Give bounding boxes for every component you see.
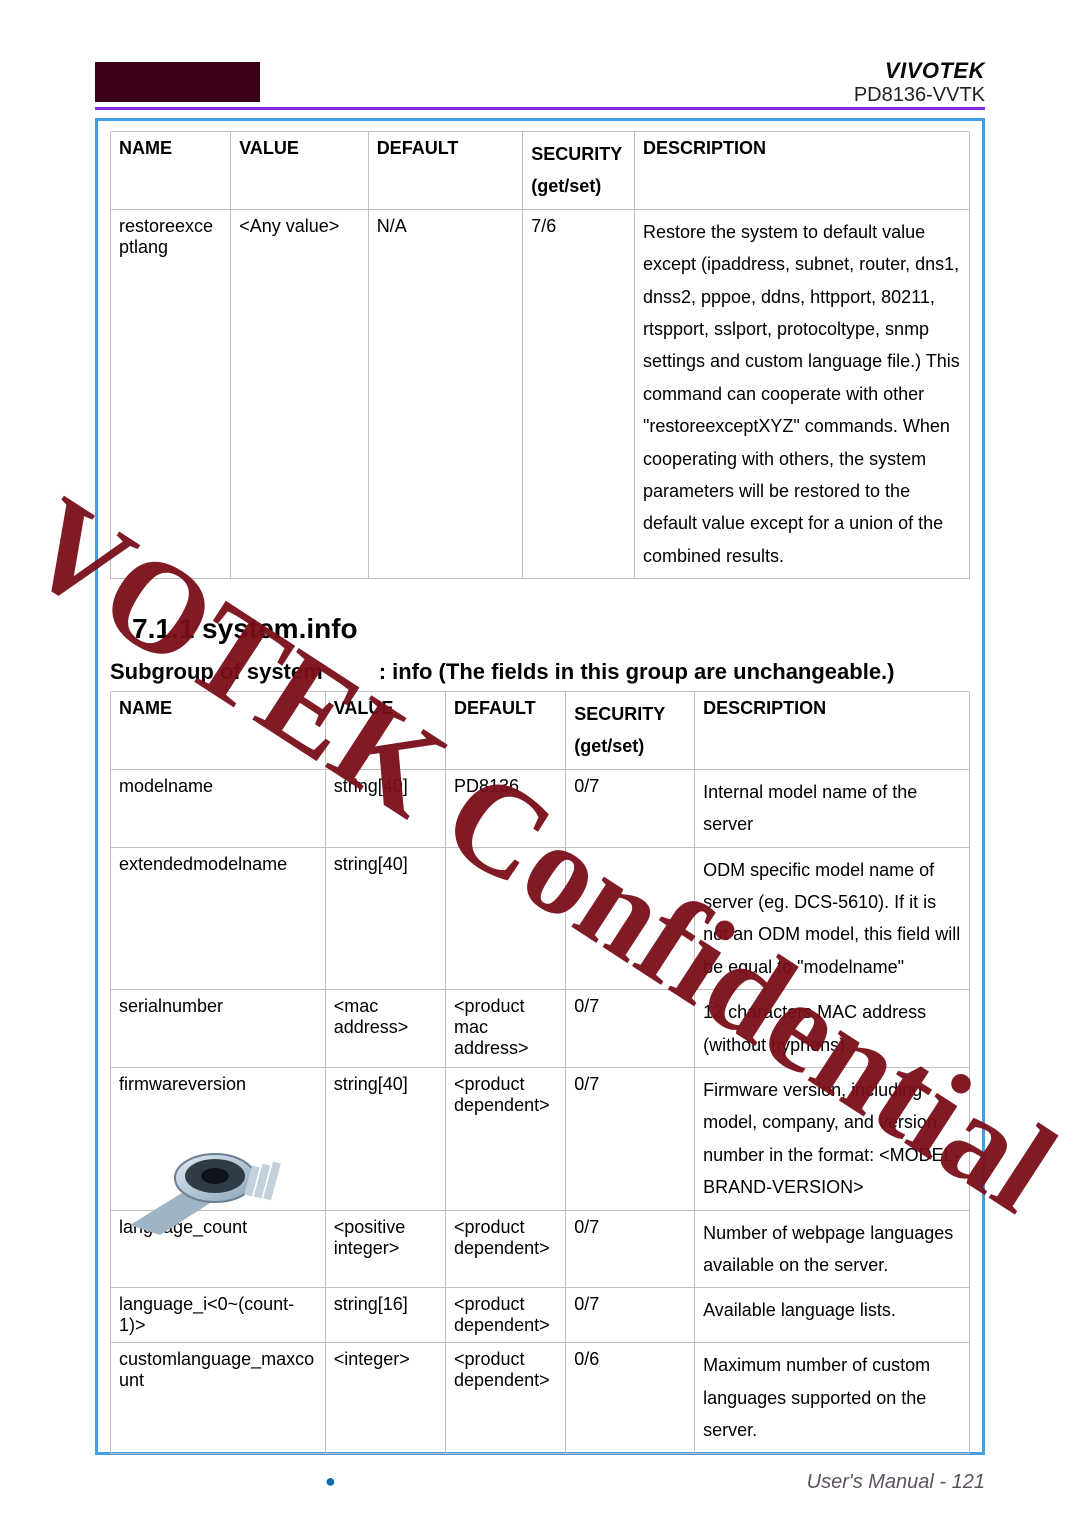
table-row: customlanguage_maxcount<integer><product… xyxy=(111,1343,970,1453)
table-cell: customlanguage_maxcount xyxy=(111,1343,326,1453)
table-cell: Internal model name of the server xyxy=(695,769,970,847)
table-cell: string[16] xyxy=(325,1288,445,1343)
table-restoreexcept: NAMEVALUEDEFAULTSECURITY (get/set)DESCRI… xyxy=(110,131,970,579)
brand-label: VIVOTEK xyxy=(885,58,985,84)
header-accent-block xyxy=(95,62,260,102)
table-cell: string[40] xyxy=(325,1067,445,1210)
table-cell: N/A xyxy=(368,209,523,578)
table-system-info: NAMEVALUEDEFAULTSECURITY (get/set)DESCRI… xyxy=(110,691,970,1453)
table-cell: string[40] xyxy=(325,769,445,847)
column-header: DEFAULT xyxy=(446,692,566,770)
table-cell: modelname xyxy=(111,769,326,847)
page-footer: ● User's Manual - 121 xyxy=(95,1471,985,1497)
column-header: DESCRIPTION xyxy=(634,132,969,210)
table-cell: <product mac address> xyxy=(446,990,566,1068)
table-cell: <product dependent> xyxy=(446,1067,566,1210)
table-cell: 0/7 xyxy=(566,1210,695,1288)
table-cell: 0/7 xyxy=(566,769,695,847)
footer-right: User's Manual - 121 xyxy=(807,1471,985,1497)
table-cell: <integer> xyxy=(325,1343,445,1453)
table-row: language_count<positive integer><product… xyxy=(111,1210,970,1288)
table-cell: 0/7 xyxy=(566,1067,695,1210)
page-frame: NAMEVALUEDEFAULTSECURITY (get/set)DESCRI… xyxy=(95,118,985,1455)
table-cell xyxy=(446,847,566,990)
table-row: modelnamestring[40]PD81360/7Internal mod… xyxy=(111,769,970,847)
table-cell: language_i<0~(count-1)> xyxy=(111,1288,326,1343)
table-cell xyxy=(566,847,695,990)
table-cell: language_count xyxy=(111,1210,326,1288)
table-cell: extendedmodelname xyxy=(111,847,326,990)
table-cell: string[40] xyxy=(325,847,445,990)
table-cell: 7/6 xyxy=(523,209,635,578)
table-cell: <product dependent> xyxy=(446,1288,566,1343)
column-header: SECURITY (get/set) xyxy=(523,132,635,210)
table-cell: firmwareversion xyxy=(111,1067,326,1210)
model-label: PD8136-VVTK xyxy=(854,84,985,107)
table-row: extendedmodelnamestring[40] ODM specific … xyxy=(111,847,970,990)
column-header: DEFAULT xyxy=(368,132,523,210)
table-cell: PD8136 xyxy=(446,769,566,847)
table-cell: 0/7 xyxy=(566,990,695,1068)
table-row: language_i<0~(count-1)>string[16]<produc… xyxy=(111,1288,970,1343)
table-cell: <product dependent> xyxy=(446,1343,566,1453)
column-header: NAME xyxy=(111,692,326,770)
table-cell: <Any value> xyxy=(231,209,368,578)
table-row: restoreexceptlang<Any value>N/A7/6Restor… xyxy=(111,209,970,578)
table-cell: Restore the system to default value exce… xyxy=(634,209,969,578)
section-title: 7.1.1 system.info xyxy=(132,613,970,645)
table-cell: <positive integer> xyxy=(325,1210,445,1288)
footer-left-symbol: ● xyxy=(325,1471,336,1497)
table-cell: Available language lists. xyxy=(695,1288,970,1343)
table-cell: ODM specific model name of server (eg. D… xyxy=(695,847,970,990)
page-header: VIVOTEK PD8136-VVTK xyxy=(0,0,1080,104)
column-header: SECURITY (get/set) xyxy=(566,692,695,770)
subsection-group: Subgroup of system xyxy=(110,659,323,684)
table-cell: Maximum number of custom languages suppo… xyxy=(695,1343,970,1453)
table-row: serialnumber<mac address><product mac ad… xyxy=(111,990,970,1068)
subsection-line: Subgroup of system : info (The fields in … xyxy=(110,659,970,685)
table-cell: restoreexceptlang xyxy=(111,209,231,578)
table-cell: 0/7 xyxy=(566,1288,695,1343)
table-cell: 12 characters MAC address (without hyphe… xyxy=(695,990,970,1068)
table-cell: <product dependent> xyxy=(446,1210,566,1288)
column-header: VALUE xyxy=(231,132,368,210)
subsection-name: : info (The fields in this group are unc… xyxy=(379,659,895,684)
table-row: firmwareversionstring[40]<product depend… xyxy=(111,1067,970,1210)
table-cell: <mac address> xyxy=(325,990,445,1068)
column-header: NAME xyxy=(111,132,231,210)
table-cell: serialnumber xyxy=(111,990,326,1068)
column-header: DESCRIPTION xyxy=(695,692,970,770)
table-cell: Number of webpage languages available on… xyxy=(695,1210,970,1288)
table-cell: 0/6 xyxy=(566,1343,695,1453)
table-cell: Firmware version, including model, compa… xyxy=(695,1067,970,1210)
column-header: VALUE xyxy=(325,692,445,770)
header-rule xyxy=(95,107,985,110)
